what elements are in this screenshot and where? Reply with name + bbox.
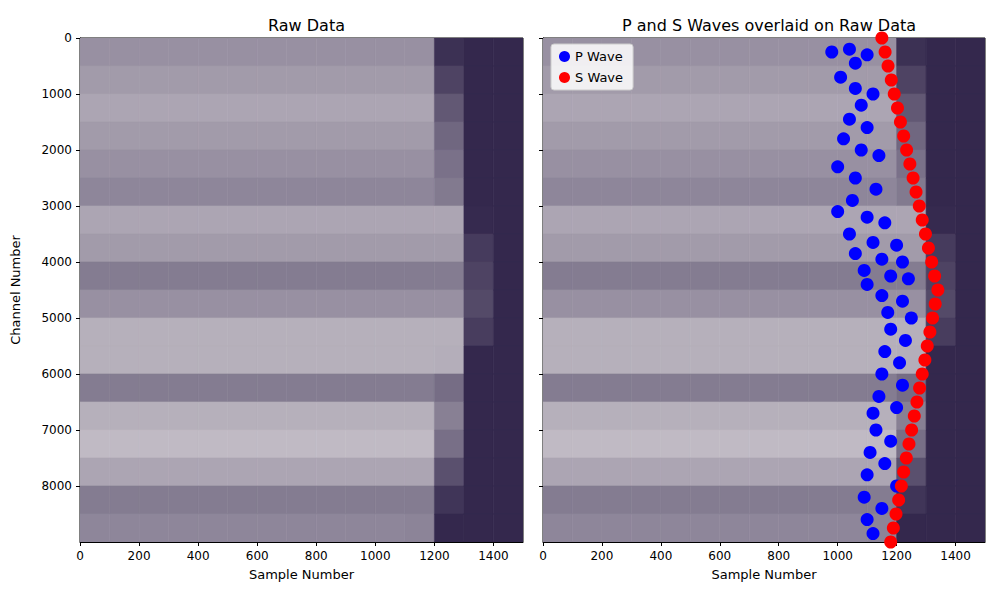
svg-text:P Wave: P Wave: [575, 49, 623, 64]
svg-text:1000: 1000: [41, 87, 72, 101]
svg-text:0: 0: [76, 549, 84, 563]
svg-text:800: 800: [305, 549, 328, 563]
svg-text:Raw Data: Raw Data: [268, 16, 345, 35]
svg-text:S Wave: S Wave: [575, 70, 623, 85]
svg-text:1200: 1200: [881, 549, 912, 563]
svg-text:400: 400: [187, 549, 210, 563]
svg-text:4000: 4000: [41, 255, 72, 269]
svg-text:200: 200: [128, 549, 151, 563]
svg-text:Channel Number: Channel Number: [8, 234, 23, 344]
svg-text:Sample Number: Sample Number: [249, 567, 355, 582]
svg-text:2000: 2000: [41, 143, 72, 157]
svg-text:1400: 1400: [478, 549, 509, 563]
svg-text:3000: 3000: [41, 199, 72, 213]
svg-text:1000: 1000: [360, 549, 391, 563]
svg-text:0: 0: [539, 549, 547, 563]
svg-text:P and S Waves overlaid on Raw: P and S Waves overlaid on Raw Data: [622, 16, 916, 35]
svg-text:800: 800: [767, 549, 790, 563]
svg-text:1000: 1000: [822, 549, 853, 563]
svg-text:6000: 6000: [41, 367, 72, 381]
svg-text:5000: 5000: [41, 311, 72, 325]
svg-text:200: 200: [590, 549, 613, 563]
svg-text:400: 400: [649, 549, 672, 563]
svg-text:8000: 8000: [41, 479, 72, 493]
svg-text:600: 600: [708, 549, 731, 563]
svg-text:0: 0: [64, 31, 72, 45]
svg-text:7000: 7000: [41, 423, 72, 437]
svg-text:600: 600: [246, 549, 269, 563]
svg-text:1400: 1400: [940, 549, 971, 563]
svg-text:1200: 1200: [419, 549, 450, 563]
svg-text:Sample Number: Sample Number: [711, 567, 817, 582]
